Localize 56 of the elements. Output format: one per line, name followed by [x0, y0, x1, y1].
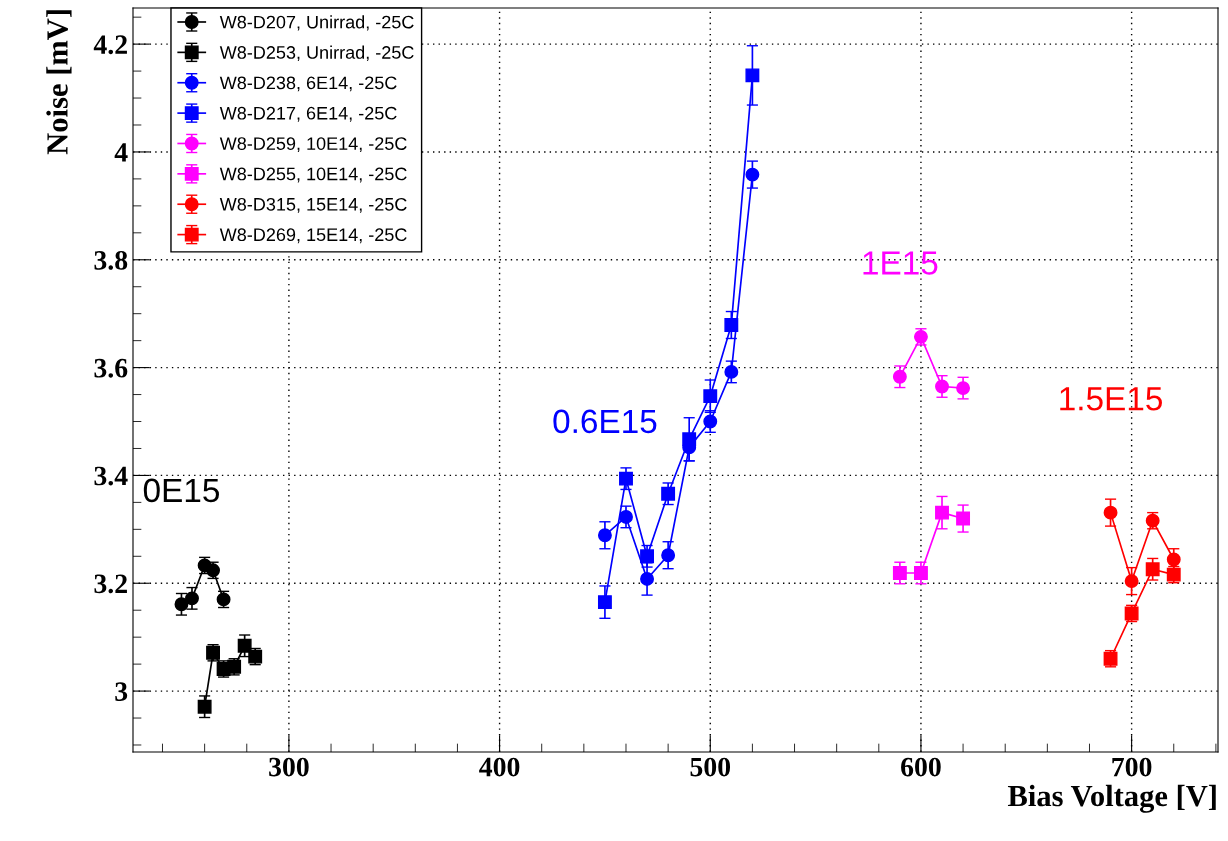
- point: [682, 432, 697, 447]
- point: [174, 597, 189, 612]
- legend-label: W8-D207, Unirrad, -25C: [219, 15, 414, 31]
- point: [640, 571, 655, 586]
- y-tick-label: 3.6: [94, 358, 128, 378]
- legend-label: W8-D253, Unirrad, -25C: [219, 45, 414, 61]
- point: [745, 167, 760, 182]
- point: [935, 505, 949, 520]
- point: [1145, 562, 1160, 577]
- legend-label: W8-D238, 6E14, -25C: [219, 76, 397, 92]
- point: [1103, 505, 1118, 520]
- point: [935, 379, 949, 394]
- y-tick-label: 4.2: [93, 35, 127, 55]
- x-tick-label: 600: [901, 757, 941, 777]
- point: [597, 595, 612, 610]
- point: [1124, 574, 1139, 589]
- legend-label: W8-D269, 15E14, -25C: [219, 228, 407, 244]
- annotation: 1.5E15: [1060, 387, 1162, 411]
- point: [597, 528, 612, 543]
- point: [619, 471, 633, 486]
- point: [892, 369, 907, 384]
- point: [745, 68, 760, 83]
- point: [185, 591, 199, 606]
- point: [619, 509, 633, 524]
- point: [661, 486, 676, 501]
- point: [1166, 552, 1181, 567]
- y-tick-label: 3.2: [94, 574, 127, 594]
- point: [956, 511, 971, 526]
- legend-label: W8-D315, 15E14, -25C: [219, 197, 407, 213]
- annotation: 0E15: [143, 478, 219, 503]
- y-tick-label: 4: [114, 143, 128, 162]
- y-tick-label: 3: [115, 682, 128, 701]
- x-tick-label: 500: [690, 757, 731, 777]
- x-tick-label: 300: [269, 757, 309, 777]
- legend-label: W8-D259, 10E14, -25C: [219, 137, 407, 153]
- y-tick-label: 3.8: [94, 250, 128, 270]
- annotation: 0.6E15: [553, 409, 657, 434]
- y-axis-title: Noise [mV]: [46, 10, 72, 155]
- y-tick-label: 3.4: [94, 466, 128, 486]
- point: [661, 548, 676, 563]
- point: [724, 364, 739, 379]
- point: [956, 381, 971, 396]
- x-tick-label: 700: [1112, 757, 1152, 777]
- point: [724, 318, 739, 332]
- point: [197, 699, 212, 714]
- point: [703, 389, 718, 404]
- annotation: 1E15: [863, 251, 938, 275]
- point: [913, 566, 928, 580]
- legend-label: W8-D217, 6E14, -25C: [219, 106, 397, 122]
- x-tick-label: 400: [479, 757, 520, 777]
- legend-label: W8-D255, 10E14, -25C: [219, 167, 407, 183]
- x-axis-title: Bias Voltage [V]: [1007, 784, 1216, 813]
- point: [703, 414, 718, 429]
- point: [237, 638, 252, 653]
- point: [640, 549, 655, 564]
- point: [892, 566, 907, 580]
